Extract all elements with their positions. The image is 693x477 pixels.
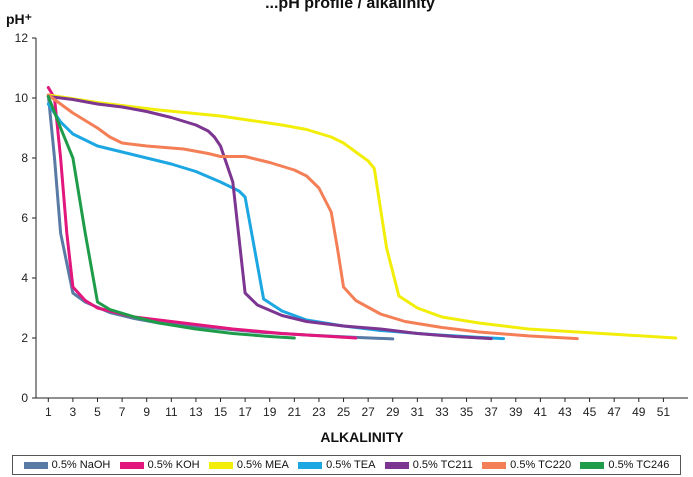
legend-swatch [208,461,233,469]
x-tick-label: 45 [583,405,597,419]
legend-label: 0.5% TEA [326,459,376,471]
x-tick-label: 15 [214,405,228,419]
x-axis-title: ALKALINITY [320,429,404,445]
legend-label: 0.5% TC220 [510,459,572,471]
x-tick-label: 9 [143,405,150,419]
y-tick-label: 4 [21,271,28,285]
series-line-0-5-tc246 [46,95,296,340]
y-axis-title: pH⁺ [6,11,32,27]
x-tick-label: 41 [534,405,548,419]
legend-item: 0.5% MEA [208,459,289,471]
x-tick-label: 31 [411,405,425,419]
legend-label: 0.5% MEA [236,459,289,471]
legend-item: 0.5% TC211 [384,459,473,471]
x-tick-label: 11 [165,405,178,419]
x-tick-label: 19 [263,405,277,419]
x-tick-label: 47 [608,405,622,419]
y-tick-label: 12 [15,31,29,45]
x-tick-label: 39 [509,405,523,419]
series-line-0-5-koh [46,86,358,340]
legend-label: 0.5% TC246 [608,459,670,471]
x-tick-label: 5 [94,405,101,419]
legend-swatch [23,461,48,469]
legend-swatch [119,461,144,469]
series-line-0-5-tc211 [46,95,493,341]
legend-item: 0.5% TC220 [482,459,571,471]
x-tick-label: 37 [484,405,498,419]
legend-item: 0.5% NaOH [23,459,111,471]
x-tick-label: 7 [119,405,126,419]
x-tick-label: 43 [558,405,572,419]
line-chart: ...pH profile / alkalinity pH⁺ ALKALINIT… [6,0,688,445]
x-tick-label: 49 [632,405,646,419]
y-tick-label: 0 [21,391,28,405]
x-tick-label: 3 [70,405,77,419]
legend-swatch [580,461,605,469]
legend: 0.5% NaOH 0.5% KOH 0.5% MEA 0.5% TEA 0.5% TC… [12,455,681,475]
y-tick-label: 10 [15,91,29,105]
x-tick-label: 35 [460,405,474,419]
legend-item: 0.5% KOH [119,459,200,471]
x-tick-label: 21 [288,405,302,419]
series-layer [46,86,678,341]
legend-label: 0.5% KOH [147,459,200,471]
y-ticks: 0 2 4 6 8 10 12 [15,31,36,405]
x-tick-label: 1 [45,405,52,419]
legend-swatch [482,461,507,469]
x-ticks: 1 3 5 7 9 11 13 15 17 19 21 23 25 27 29 31 33 35 37 39 41 43 4… [45,398,670,419]
legend-item: 0.5% TEA [298,459,375,471]
series-line-0-5-tc220 [46,93,579,341]
x-tick-label: 13 [189,405,203,419]
legend-item: 0.5% TC246 [580,459,669,471]
x-tick-label: 23 [312,405,326,419]
series-line-0-5-mea [46,93,678,340]
chart-title: ...pH profile / alkalinity [265,0,435,12]
legend-swatch [298,461,323,469]
x-tick-label: 17 [238,405,252,419]
x-tick-label: 27 [361,405,375,419]
legend-label: 0.5% NaOH [51,459,111,471]
x-tick-label: 25 [337,405,351,419]
x-tick-label: 51 [657,405,671,419]
y-tick-label: 8 [21,151,28,165]
x-tick-label: 29 [386,405,400,419]
legend-swatch [384,461,409,469]
x-tick-label: 33 [435,405,449,419]
legend-label: 0.5% TC211 [412,459,473,471]
y-tick-label: 6 [21,211,28,225]
y-tick-label: 2 [21,331,28,345]
